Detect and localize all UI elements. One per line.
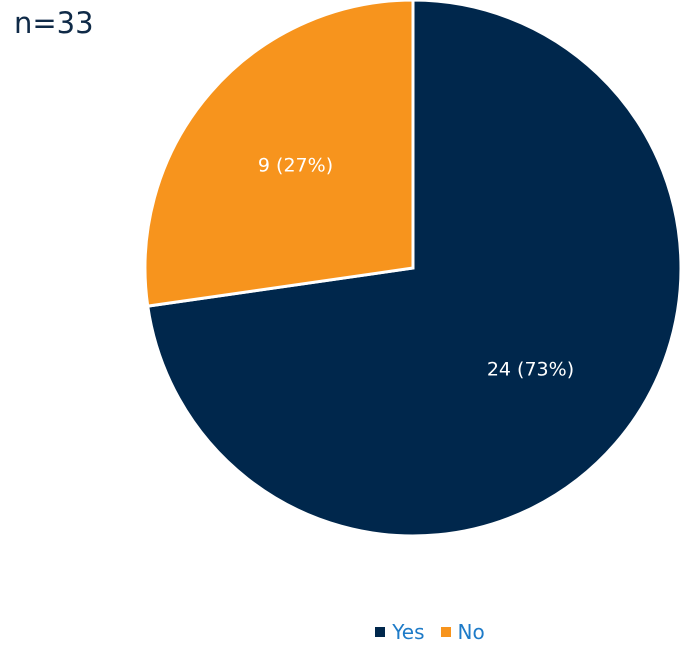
data-label-yes: 24 (73%) xyxy=(487,358,574,380)
pie-plot-area: 24 (73%) 9 (27%) xyxy=(143,0,683,538)
legend-item-no: No xyxy=(440,620,485,644)
legend-swatch-yes xyxy=(375,627,386,637)
data-label-no: 9 (27%) xyxy=(258,155,333,177)
legend-label-no: No xyxy=(457,620,485,644)
chart-legend: Yes No xyxy=(0,620,683,644)
legend-item-yes: Yes xyxy=(375,620,425,644)
legend-swatch-no xyxy=(440,627,451,637)
legend-label-yes: Yes xyxy=(392,620,425,644)
sample-size-label: n=33 xyxy=(14,6,94,40)
pie-slice-no xyxy=(143,0,415,308)
